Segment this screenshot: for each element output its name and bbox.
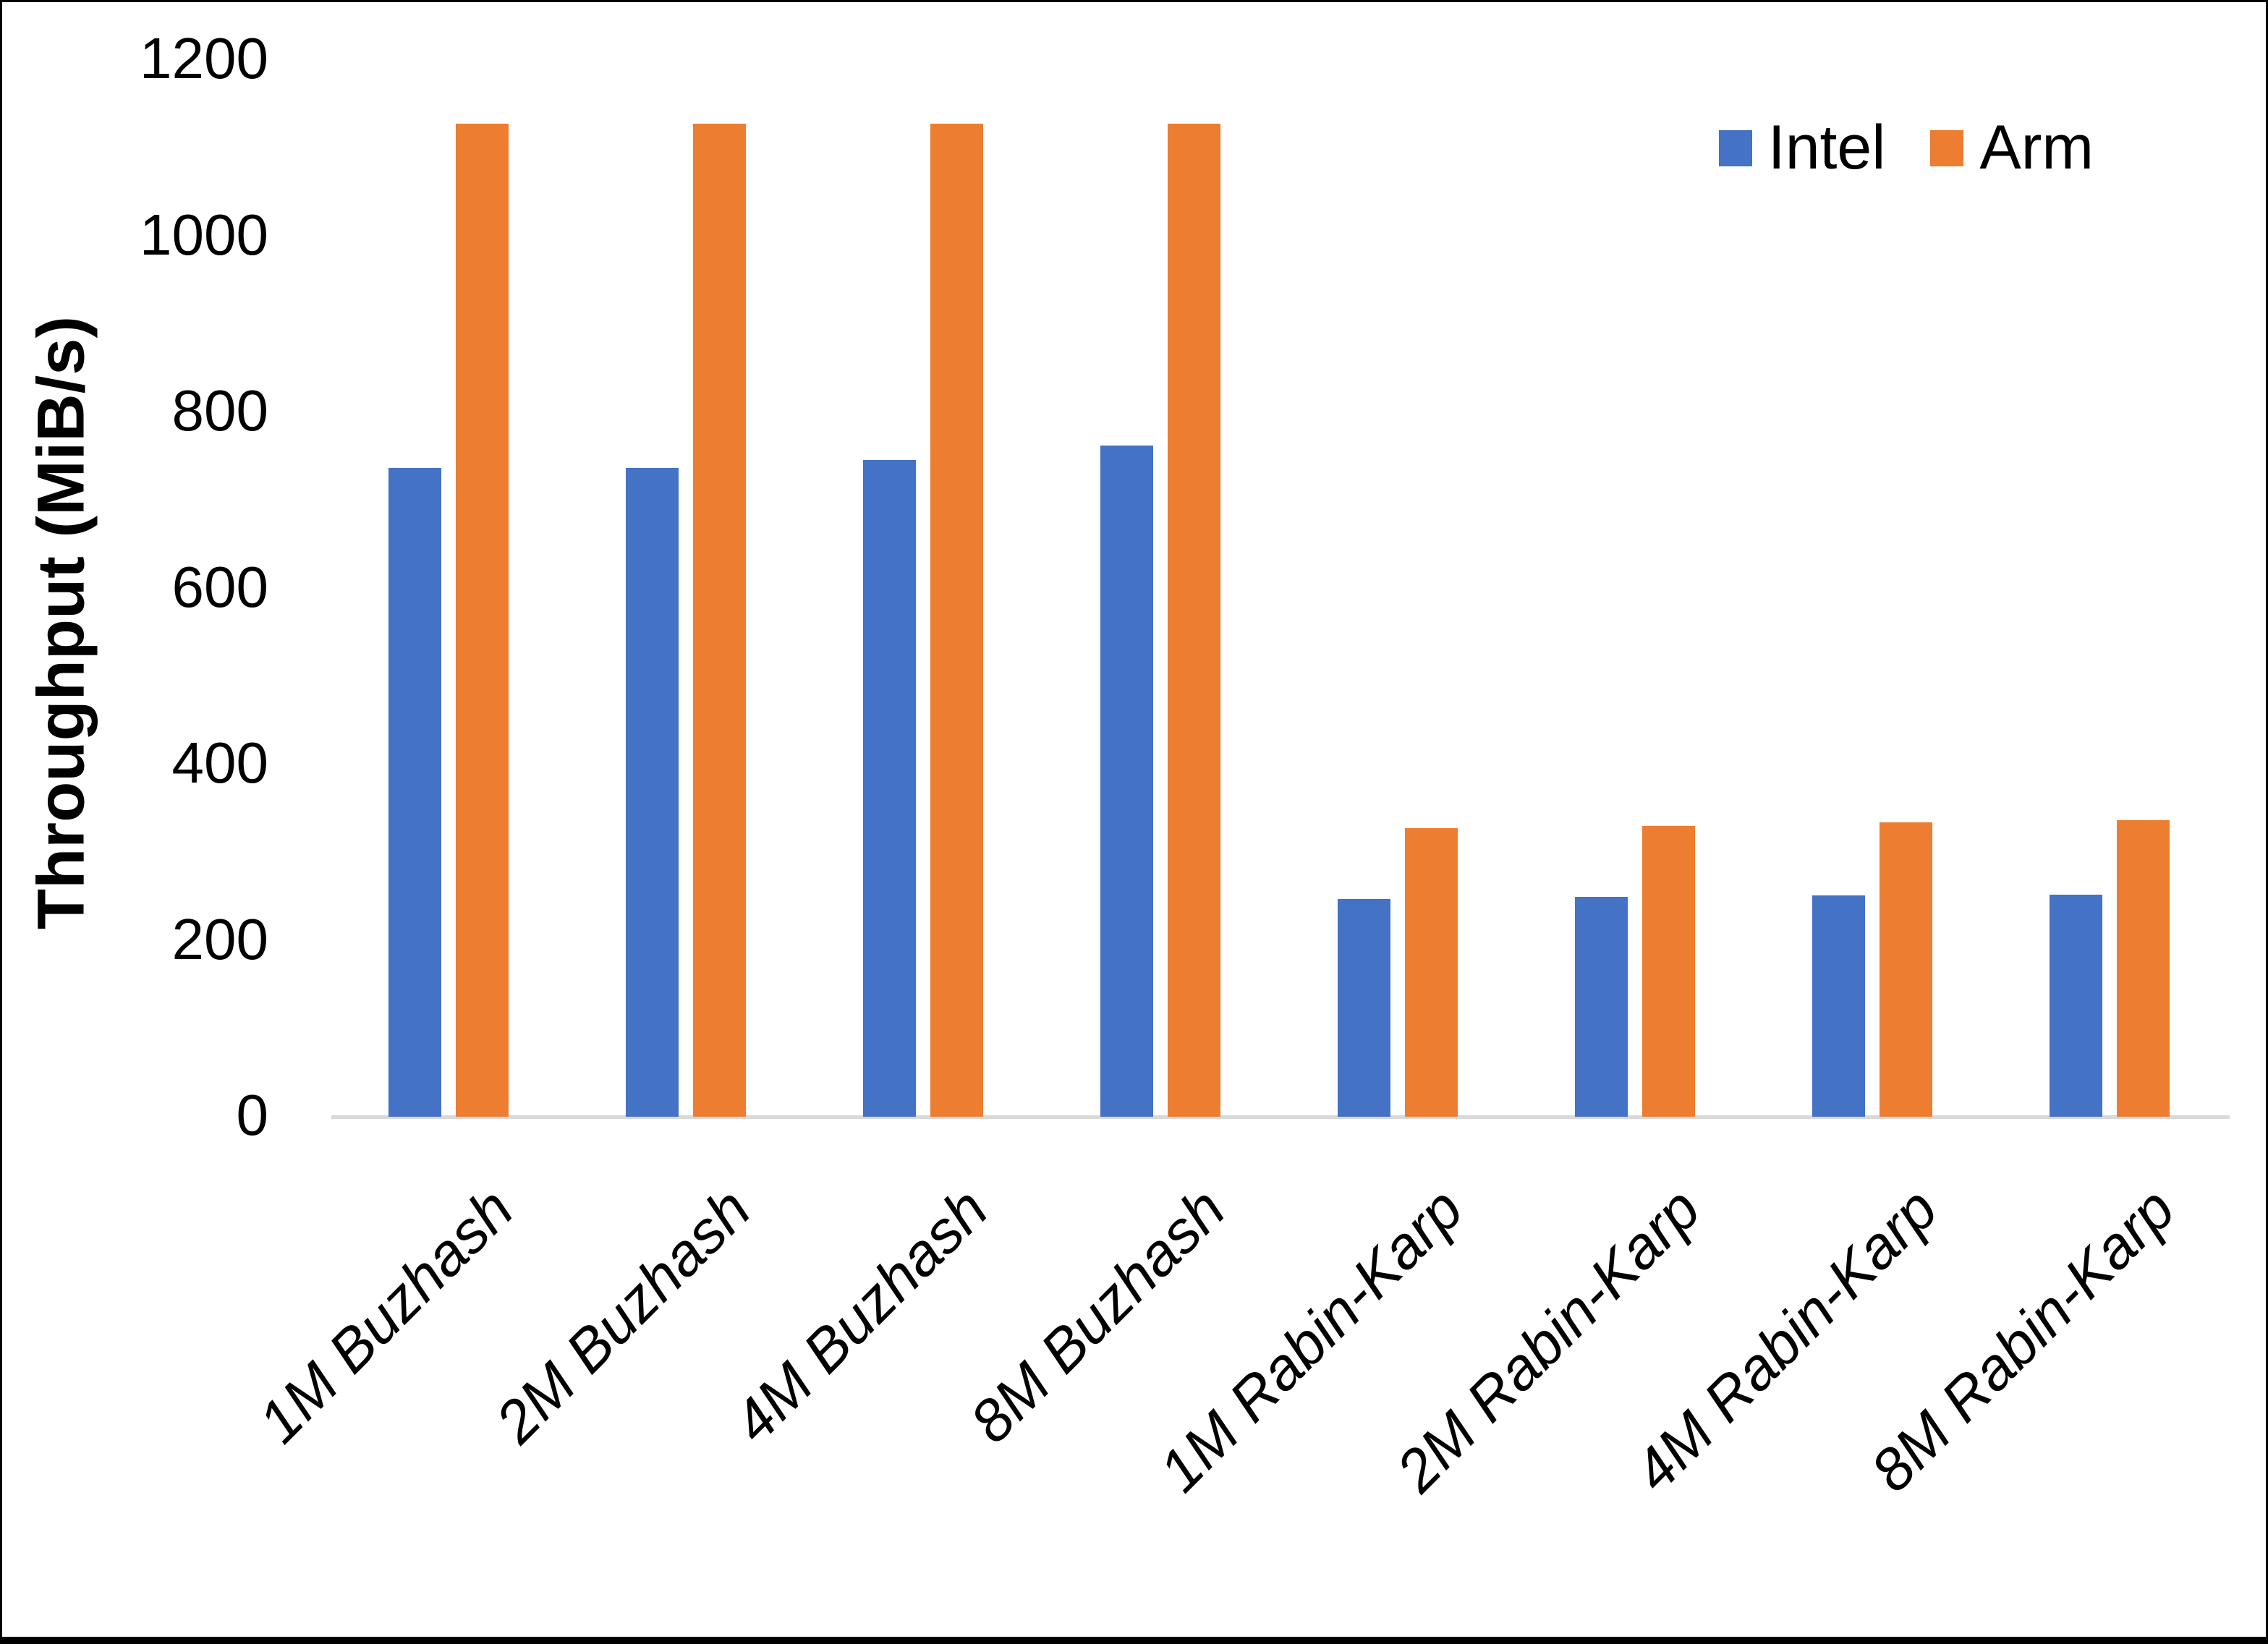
x-label-4m-buzhash: 4M Buzhash — [721, 1175, 1001, 1456]
bar-intel-2m-buzhash — [626, 467, 679, 1117]
y-tick-1000: 1000 — [140, 202, 268, 267]
legend-item-arm: Arm — [1930, 112, 2094, 184]
bar-arm-8m-rabin-karp — [2117, 819, 2170, 1117]
bar-intel-1m-buzhash — [388, 467, 441, 1117]
legend-label-intel: Intel — [1767, 113, 1886, 182]
legend: Intel Arm — [1718, 112, 2094, 184]
bar-intel-2m-rabin-karp — [1575, 896, 1628, 1117]
y-tick-1200: 1200 — [140, 26, 268, 91]
x-axis-line — [331, 1115, 2230, 1119]
bar-arm-4m-rabin-karp — [1880, 822, 1932, 1117]
legend-item-intel: Intel — [1718, 112, 1886, 184]
y-tick-600: 600 — [171, 554, 268, 619]
y-tick-0: 0 — [236, 1083, 269, 1148]
bar-intel-1m-rabin-karp — [1338, 899, 1390, 1117]
bar-intel-8m-rabin-karp — [2050, 895, 2102, 1117]
y-tick-400: 400 — [171, 731, 268, 796]
legend-label-arm: Arm — [1979, 113, 2094, 182]
y-tick-200: 200 — [171, 906, 268, 971]
x-label-2m-buzhash: 2M Buzhash — [483, 1175, 764, 1456]
bar-intel-4m-buzhash — [863, 459, 916, 1117]
legend-swatch-arm — [1930, 129, 1964, 166]
bar-arm-8m-buzhash — [1168, 123, 1220, 1117]
bar-arm-4m-buzhash — [930, 123, 983, 1117]
bar-intel-8m-buzhash — [1100, 446, 1153, 1117]
bar-arm-1m-rabin-karp — [1405, 827, 1458, 1117]
x-label-1m-buzhash: 1M Buzhash — [246, 1175, 527, 1456]
y-tick-800: 800 — [171, 378, 268, 443]
bar-arm-2m-rabin-karp — [1642, 826, 1695, 1117]
bar-arm-1m-buzhash — [456, 123, 509, 1117]
bar-intel-4m-rabin-karp — [1812, 895, 1865, 1117]
legend-swatch-intel — [1718, 129, 1752, 166]
bar-arm-2m-buzhash — [693, 123, 746, 1117]
